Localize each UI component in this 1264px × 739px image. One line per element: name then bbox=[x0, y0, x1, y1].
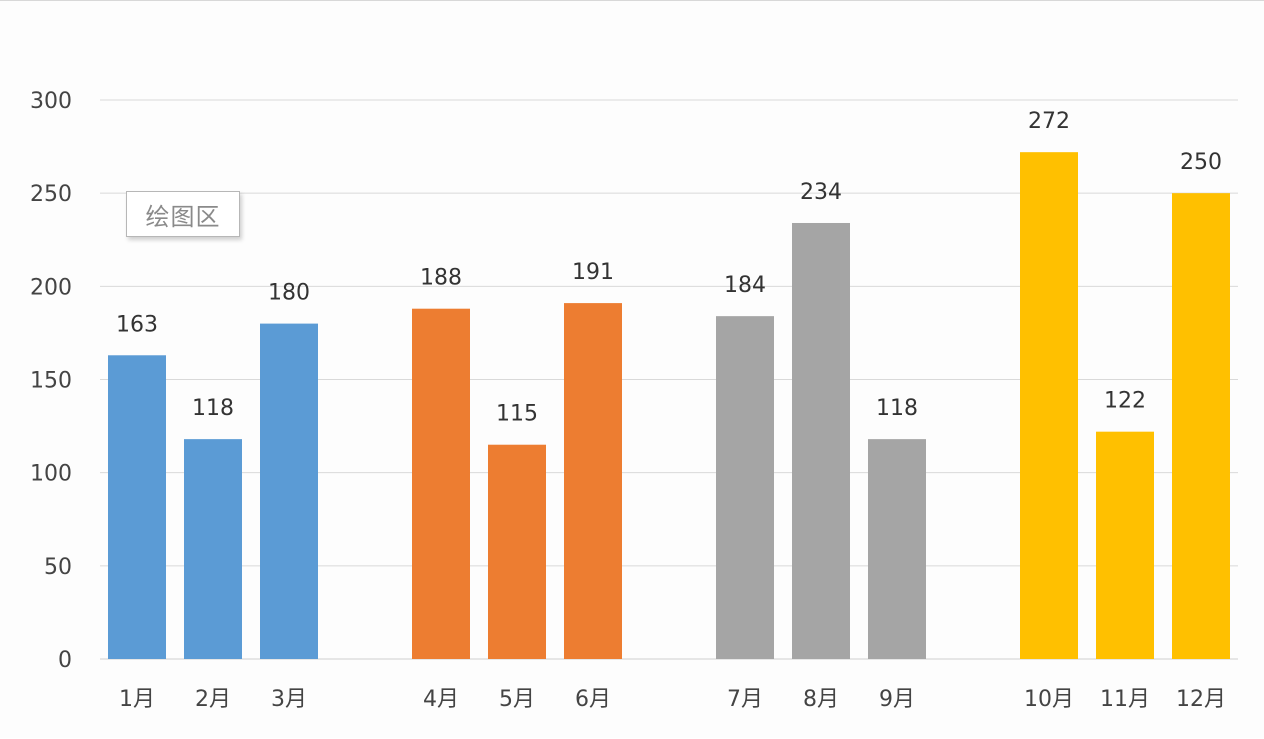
y-axis-ticks: 0 50 100 150 200 250 300 bbox=[30, 89, 72, 673]
bar-5 bbox=[488, 444, 546, 659]
bar-4 bbox=[412, 308, 470, 659]
y-tick-label: 50 bbox=[44, 555, 72, 580]
bar-2 bbox=[184, 439, 242, 659]
y-tick-label: 0 bbox=[58, 648, 72, 673]
bar-6 bbox=[564, 303, 622, 659]
data-labels: 163 118 180 188 115 191 184 234 118 272 122 250 bbox=[116, 109, 1222, 427]
x-category-label: 2月 bbox=[195, 687, 231, 712]
data-label: 180 bbox=[268, 281, 310, 306]
data-label: 272 bbox=[1028, 109, 1070, 134]
bar-12 bbox=[1172, 193, 1230, 659]
data-label: 115 bbox=[496, 402, 538, 427]
x-category-label: 7月 bbox=[727, 687, 763, 712]
data-label: 184 bbox=[724, 273, 766, 298]
x-category-label: 10月 bbox=[1024, 687, 1074, 712]
data-label: 118 bbox=[876, 396, 918, 421]
x-category-label: 4月 bbox=[423, 687, 459, 712]
bar-9 bbox=[868, 439, 926, 659]
plot-area-tooltip: 绘图区 bbox=[126, 191, 240, 237]
x-category-label: 12月 bbox=[1176, 687, 1226, 712]
data-label: 118 bbox=[192, 396, 234, 421]
data-label: 191 bbox=[572, 260, 614, 285]
data-label: 163 bbox=[116, 312, 158, 337]
data-label: 122 bbox=[1104, 389, 1146, 414]
y-tick-label: 200 bbox=[30, 275, 72, 300]
x-category-label: 11月 bbox=[1100, 687, 1150, 712]
x-axis-categories: 1月 2月 3月 4月 5月 6月 7月 8月 9月 10月 11月 12月 bbox=[119, 687, 1226, 712]
y-tick-label: 300 bbox=[30, 89, 72, 114]
x-category-label: 6月 bbox=[575, 687, 611, 712]
x-category-label: 1月 bbox=[119, 687, 155, 712]
y-tick-label: 250 bbox=[30, 182, 72, 207]
x-category-label: 8月 bbox=[803, 687, 839, 712]
y-tick-label: 100 bbox=[30, 462, 72, 487]
data-label: 250 bbox=[1180, 150, 1222, 175]
bar-8 bbox=[792, 222, 850, 660]
bars bbox=[108, 152, 1230, 660]
bar-10 bbox=[1020, 152, 1078, 659]
y-tick-label: 150 bbox=[30, 369, 72, 394]
bar-11 bbox=[1096, 431, 1154, 659]
x-category-label: 3月 bbox=[271, 687, 307, 712]
data-label: 234 bbox=[800, 180, 842, 205]
x-category-label: 9月 bbox=[879, 687, 915, 712]
bar-1 bbox=[108, 355, 166, 659]
bar-3 bbox=[260, 323, 318, 659]
data-label: 188 bbox=[420, 266, 462, 291]
x-category-label: 5月 bbox=[499, 687, 535, 712]
bar-7 bbox=[716, 316, 774, 659]
